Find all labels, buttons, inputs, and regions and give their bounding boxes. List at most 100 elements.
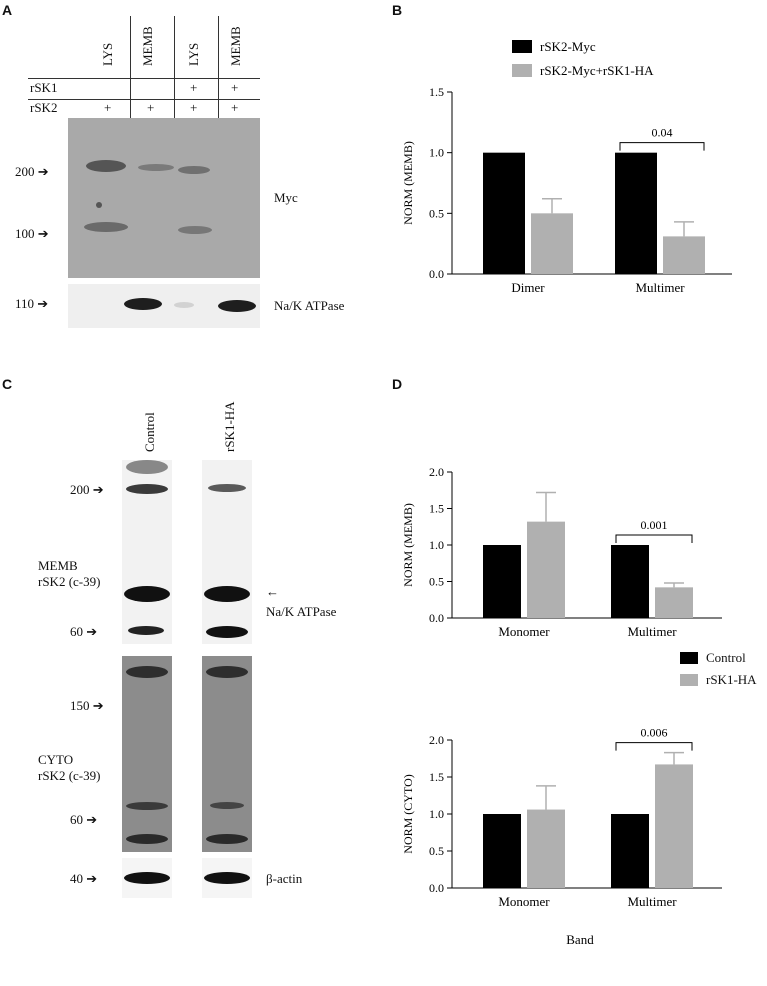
panel-label-c: C xyxy=(2,376,13,392)
panel-label-d: D xyxy=(392,376,403,392)
bar xyxy=(611,814,649,888)
arrow-right-icon: ➔ xyxy=(86,624,98,639)
y-tick-label: 0.5 xyxy=(429,844,444,858)
y-tick-label: 2.0 xyxy=(429,465,444,479)
marker-60-cyto: 60 ➔ xyxy=(70,812,97,828)
panel-label-b: B xyxy=(392,2,403,18)
cyto-label: CYTO xyxy=(38,752,74,767)
y-tick-label: 0.5 xyxy=(429,206,444,220)
chart-d-bottom: 0.0 0.5 1.0 1.5 2.0 NORM (CYTO) Monomer Multime… xyxy=(401,726,722,947)
bar xyxy=(527,521,565,618)
row-label-rsk1: rSK1 xyxy=(30,80,58,95)
memb-rsk2-label: rSK2 (c-39) xyxy=(38,574,101,589)
atpase-label-c: Na/K ATPase xyxy=(266,604,337,619)
marker-200-c-label: 200 xyxy=(70,482,90,497)
lane-divider xyxy=(218,16,219,120)
arrow-right-icon: ➔ xyxy=(92,698,104,713)
y-tick-label: 1.5 xyxy=(429,502,444,516)
cyto-blot-lane-rsk1-ha xyxy=(202,656,252,852)
y-tick-label: 1.0 xyxy=(429,538,444,552)
marker-100-label: 100 xyxy=(15,226,35,241)
chart-b: 0.0 0.5 1.0 1.5 NORM (MEMB) Dimer Multimer 0.04… xyxy=(401,39,732,295)
y-axis-label: NORM (MEMB) xyxy=(401,503,415,587)
arrow-right-icon: ➔ xyxy=(86,871,98,886)
lane-label-rsk1-ha: rSK1-HA xyxy=(222,401,237,452)
y-tick-label: 0.5 xyxy=(429,575,444,589)
memb-blot-lane-control xyxy=(122,460,172,644)
bar xyxy=(527,809,565,888)
memb-label: MEMB xyxy=(38,558,78,573)
bar xyxy=(531,213,573,274)
y-tick-label: 0.0 xyxy=(429,881,444,895)
significance-bracket xyxy=(615,534,693,543)
lane-label-control: Control xyxy=(142,412,157,452)
legend-swatch-rsk1-ha xyxy=(680,674,698,686)
x-tick-label: Multimer xyxy=(627,894,677,909)
rsk2-mark-lane1: + xyxy=(104,100,112,115)
lane-divider xyxy=(174,16,175,120)
atpase-blot-image xyxy=(68,284,260,328)
x-tick-label: Monomer xyxy=(498,624,550,639)
bar xyxy=(663,236,705,274)
marker-110: 110 ➔ xyxy=(15,296,48,312)
lane-label-lys-2: LYS xyxy=(186,42,201,66)
arrow-left-icon: ← xyxy=(266,584,279,599)
marker-40-label: 40 xyxy=(70,871,83,886)
bar xyxy=(483,545,521,618)
arrow-right-icon: ➔ xyxy=(37,226,49,241)
cyto-rsk2-label: rSK2 (c-39) xyxy=(38,768,101,783)
arrow-right-icon: ➔ xyxy=(92,482,104,497)
marker-40: 40 ➔ xyxy=(70,871,97,887)
lane-label-lys-1: LYS xyxy=(100,42,115,66)
rsk2-mark-lane2: + xyxy=(147,100,155,115)
rsk1-mark-lane4: + xyxy=(231,80,239,95)
y-tick-label: 1.5 xyxy=(429,85,444,99)
significance-label: 0.04 xyxy=(652,126,673,140)
arrow-right-icon: ➔ xyxy=(37,296,49,311)
memb-blot-lane-rsk1-ha xyxy=(202,460,252,644)
actin-blot-lane-control xyxy=(122,858,172,898)
legend-label: rSK2-Myc xyxy=(540,39,596,54)
legend-label-control: Control xyxy=(706,650,746,665)
marker-60-memb: 60 ➔ xyxy=(70,624,97,640)
significance-bracket xyxy=(619,142,705,151)
y-tick-label: 0.0 xyxy=(429,611,444,625)
marker-100: 100 ➔ xyxy=(15,226,49,242)
x-tick-label: Dimer xyxy=(511,280,545,295)
bar xyxy=(655,587,693,618)
marker-200-c: 200 ➔ xyxy=(70,482,104,498)
y-tick-label: 1.5 xyxy=(429,770,444,784)
actin-blot-lane-rsk1-ha xyxy=(202,858,252,898)
marker-200: 200 ➔ xyxy=(15,164,49,180)
lane-divider xyxy=(130,16,131,120)
row-divider xyxy=(28,78,260,79)
blot-label-myc: Myc xyxy=(274,190,298,205)
panel-label-a: A xyxy=(2,2,13,18)
bar xyxy=(483,814,521,888)
legend-label: rSK2-Myc+rSK1-HA xyxy=(540,63,654,78)
rsk1-mark-lane3: + xyxy=(190,80,198,95)
legend-swatch-control xyxy=(680,652,698,664)
myc-blot-image xyxy=(68,118,260,278)
lane-label-memb-1: MEMB xyxy=(140,26,155,66)
x-tick-label: Multimer xyxy=(635,280,685,295)
marker-150-label: 150 xyxy=(70,698,90,713)
blot-label-na-k-atpase: Na/K ATPase xyxy=(274,298,345,313)
arrow-right-icon: ➔ xyxy=(37,164,49,179)
significance-bracket xyxy=(615,742,693,751)
bar xyxy=(483,152,525,274)
bar xyxy=(615,152,657,274)
chart-d-top: 0.0 0.5 1.0 1.5 2.0 NORM (MEMB) Monomer Multime… xyxy=(401,465,722,639)
marker-110-label: 110 xyxy=(15,296,35,311)
legend-swatch xyxy=(512,40,532,53)
bar xyxy=(611,545,649,618)
y-tick-label: 1.0 xyxy=(429,146,444,160)
x-tick-label: Monomer xyxy=(498,894,550,909)
y-axis-label: NORM (CYTO) xyxy=(401,774,415,853)
row-label-rsk2: rSK2 xyxy=(30,100,58,115)
x-axis-label: Band xyxy=(566,932,594,947)
significance-label: 0.006 xyxy=(641,726,668,740)
cyto-blot-lane-control xyxy=(122,656,172,852)
significance-label: 0.001 xyxy=(641,518,668,532)
marker-200-label: 200 xyxy=(15,164,35,179)
